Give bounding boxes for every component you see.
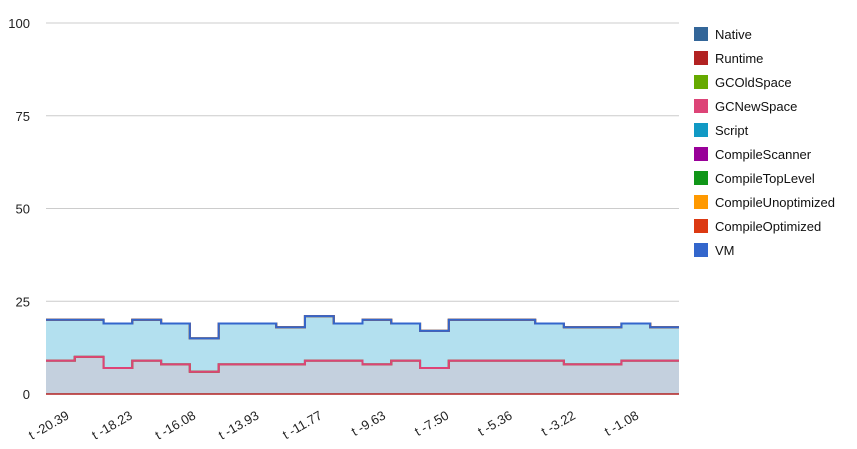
legend-swatch [694,171,708,185]
x-tick-label: t -13.93 [216,408,262,443]
y-tick-labels: 100 75 50 25 0 [8,16,30,402]
x-tick-label: t -11.77 [280,408,325,443]
legend-item-gcnewspace[interactable]: GCNewSpace [694,94,854,118]
y-tick-label: 100 [8,16,30,31]
series-lines [46,315,679,373]
legend-item-compileoptimized[interactable]: CompileOptimized [694,214,854,238]
legend: Native Runtime GCOldSpace GCNewSpace Script C… [694,22,854,262]
legend-item-runtime[interactable]: Runtime [694,46,854,70]
legend-label: CompileUnoptimized [715,194,835,210]
legend-swatch [694,219,708,233]
x-tick-label: t -7.50 [412,408,451,439]
legend-item-compileunoptimized[interactable]: CompileUnoptimized [694,190,854,214]
x-tick-label: t -16.08 [152,408,198,443]
legend-item-compiletoplevel[interactable]: CompileTopLevel [694,166,854,190]
area-native [46,356,679,394]
areas [46,316,679,394]
legend-label: CompileScanner [715,146,812,162]
legend-label: Script [715,122,749,138]
legend-swatch [694,195,708,209]
line-gcnewspace [46,355,679,373]
legend-swatch [694,99,708,113]
legend-swatch [694,51,708,65]
y-tick-label: 0 [23,387,30,402]
x-tick-label: t -3.22 [538,408,577,439]
legend-label: VM [715,242,735,258]
legend-item-script[interactable]: Script [694,118,854,142]
x-tick-label: t -9.63 [349,408,388,439]
legend-label: GCNewSpace [715,98,798,114]
legend-item-compilescanner[interactable]: CompileScanner [694,142,854,166]
legend-swatch [694,123,708,137]
legend-label: CompileOptimized [715,218,822,234]
legend-swatch [694,243,708,257]
legend-label: CompileTopLevel [715,170,815,186]
legend-label: GCOldSpace [715,74,792,90]
y-tick-label: 25 [16,294,30,309]
legend-item-gcoldspace[interactable]: GCOldSpace [694,70,854,94]
x-tick-label: t -18.23 [89,408,135,443]
y-tick-label: 50 [16,202,30,217]
legend-label: Native [715,26,752,42]
x-tick-label: t -20.39 [26,408,72,443]
x-tick-label: t -1.08 [602,408,641,439]
legend-swatch [694,27,708,41]
x-tick-labels: t -20.39 t -18.23 t -16.08 t -13.93 t -11.77… [26,408,641,443]
legend-item-vm[interactable]: VM [694,238,854,262]
y-tick-label: 75 [16,109,30,124]
legend-swatch [694,75,708,89]
legend-item-native[interactable]: Native [694,22,854,46]
legend-swatch [694,147,708,161]
line-vm [46,315,679,340]
x-tick-label: t -5.36 [475,408,514,439]
gridlines [46,22,679,302]
legend-label: Runtime [715,50,764,66]
